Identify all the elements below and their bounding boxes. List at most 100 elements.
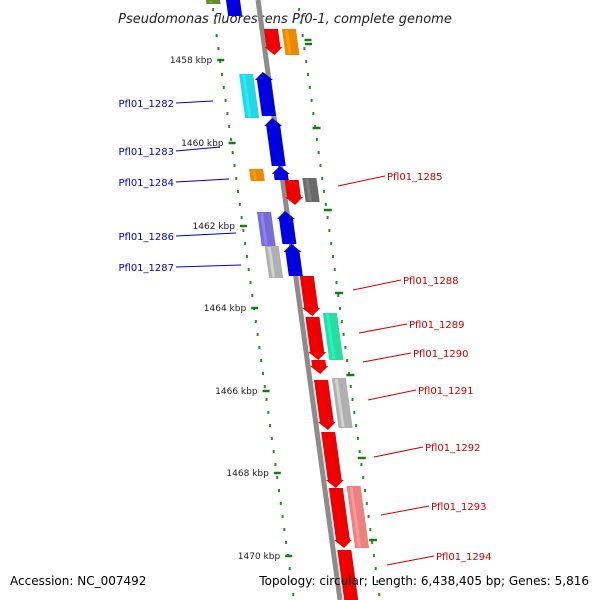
gene-feature bbox=[264, 118, 286, 166]
scale-label: 1458 kbp bbox=[170, 56, 213, 66]
gene-highlight bbox=[287, 181, 295, 196]
gene-highlight bbox=[331, 489, 344, 539]
label-leader bbox=[380, 505, 430, 516]
guide-dot bbox=[331, 255, 334, 258]
guide-dot bbox=[356, 437, 359, 440]
gene-highlight bbox=[340, 551, 351, 599]
gene-label: Pfl01_1289 bbox=[409, 320, 465, 331]
guide-dot bbox=[217, 47, 220, 50]
gene-highlight bbox=[275, 175, 281, 179]
guide-dot bbox=[328, 229, 331, 232]
guide-dot bbox=[374, 567, 377, 570]
gene-feature bbox=[310, 360, 329, 374]
gene-highlight bbox=[252, 170, 257, 180]
gene-label: Pfl01_1294 bbox=[436, 552, 492, 563]
label-leader bbox=[337, 175, 386, 187]
gene-feature bbox=[263, 29, 283, 55]
label-leader bbox=[175, 100, 214, 104]
guide-dot bbox=[369, 528, 372, 531]
gene-highlight bbox=[266, 30, 274, 46]
label-leader bbox=[362, 352, 412, 363]
guide-dot bbox=[308, 86, 311, 89]
gene-feature bbox=[299, 276, 321, 316]
guide-dot bbox=[281, 515, 284, 518]
guide-dot bbox=[219, 60, 222, 63]
guide-dot bbox=[269, 424, 272, 427]
scale-label: 1464 kbp bbox=[204, 304, 247, 314]
guide-dot bbox=[342, 333, 345, 336]
guide-dot bbox=[340, 320, 343, 323]
gene-label: Pfl01_1284 bbox=[118, 178, 174, 189]
gene-feature bbox=[346, 486, 370, 548]
guide-dot bbox=[249, 281, 252, 284]
guide-dot bbox=[301, 34, 304, 37]
gene-feature bbox=[283, 244, 303, 276]
guide-dot bbox=[312, 112, 315, 115]
guide-dot bbox=[288, 567, 291, 570]
guide-dot bbox=[310, 99, 313, 102]
accession-text: Accession: NC_007492 bbox=[10, 574, 147, 588]
gene-feature bbox=[321, 432, 344, 488]
guide-dot bbox=[254, 320, 257, 323]
guide-dot bbox=[233, 164, 236, 167]
gene-feature bbox=[328, 488, 352, 548]
guide-dot bbox=[228, 125, 231, 128]
guide-dot bbox=[335, 281, 338, 284]
gene-feature bbox=[257, 212, 276, 246]
guide-dot bbox=[365, 502, 368, 505]
guide-dot bbox=[256, 333, 259, 336]
guide-dot bbox=[353, 411, 356, 414]
guide-dot bbox=[376, 580, 379, 583]
scale-label: 1468 kbp bbox=[226, 469, 269, 479]
gene-feature bbox=[249, 169, 265, 181]
gene-feature bbox=[322, 313, 344, 360]
guide-dot bbox=[245, 255, 248, 258]
guide-dot bbox=[299, 21, 302, 24]
guide-dot bbox=[265, 398, 268, 401]
gene-label: Pfl01_1293 bbox=[431, 502, 487, 513]
gene-feature bbox=[239, 74, 260, 118]
guide-dot bbox=[339, 307, 342, 310]
guide-dot bbox=[276, 476, 279, 479]
guide-dot bbox=[251, 294, 254, 297]
guide-dot bbox=[226, 112, 229, 115]
label-leader bbox=[386, 555, 435, 566]
guide-dot bbox=[307, 73, 310, 76]
gene-body bbox=[277, 211, 297, 244]
gene-label: Pfl01_1287 bbox=[118, 263, 174, 274]
label-leader bbox=[175, 178, 230, 183]
gene-feature bbox=[305, 317, 327, 360]
gene-highlight bbox=[267, 247, 276, 277]
guide-dot bbox=[347, 372, 350, 375]
guide-dot bbox=[323, 190, 326, 193]
gene-highlight bbox=[280, 220, 289, 243]
label-leader bbox=[352, 279, 402, 291]
guide-dot bbox=[260, 359, 263, 362]
guide-dot bbox=[363, 489, 366, 492]
gene-feature bbox=[226, 0, 243, 16]
label-leader bbox=[175, 232, 237, 237]
guide-dot bbox=[326, 216, 329, 219]
guide-dot bbox=[292, 593, 295, 596]
guide-dot bbox=[229, 138, 232, 141]
guide-dot bbox=[258, 346, 261, 349]
gene-label: Pfl01_1283 bbox=[118, 147, 174, 158]
gene-highlight bbox=[284, 30, 292, 54]
guide-dot bbox=[371, 541, 374, 544]
guide-dot bbox=[279, 502, 282, 505]
gene-body bbox=[206, 0, 221, 4]
guide-dot bbox=[303, 47, 306, 50]
guide-dot bbox=[321, 177, 324, 180]
guide-dot bbox=[267, 411, 270, 414]
guide-dot bbox=[333, 268, 336, 271]
guide-dot bbox=[290, 580, 293, 583]
gene-feature bbox=[264, 246, 284, 278]
gene-highlight bbox=[325, 314, 336, 359]
guide-dot bbox=[319, 164, 322, 167]
gene-label: Pfl01_1292 bbox=[425, 443, 481, 454]
gene-highlight bbox=[302, 277, 312, 307]
gene-feature bbox=[284, 180, 303, 205]
genome-summary-text: Topology: circular; Length: 6,438,405 bp… bbox=[259, 574, 589, 588]
scale-label: 1462 kbp bbox=[193, 222, 236, 232]
guide-dot bbox=[263, 385, 266, 388]
